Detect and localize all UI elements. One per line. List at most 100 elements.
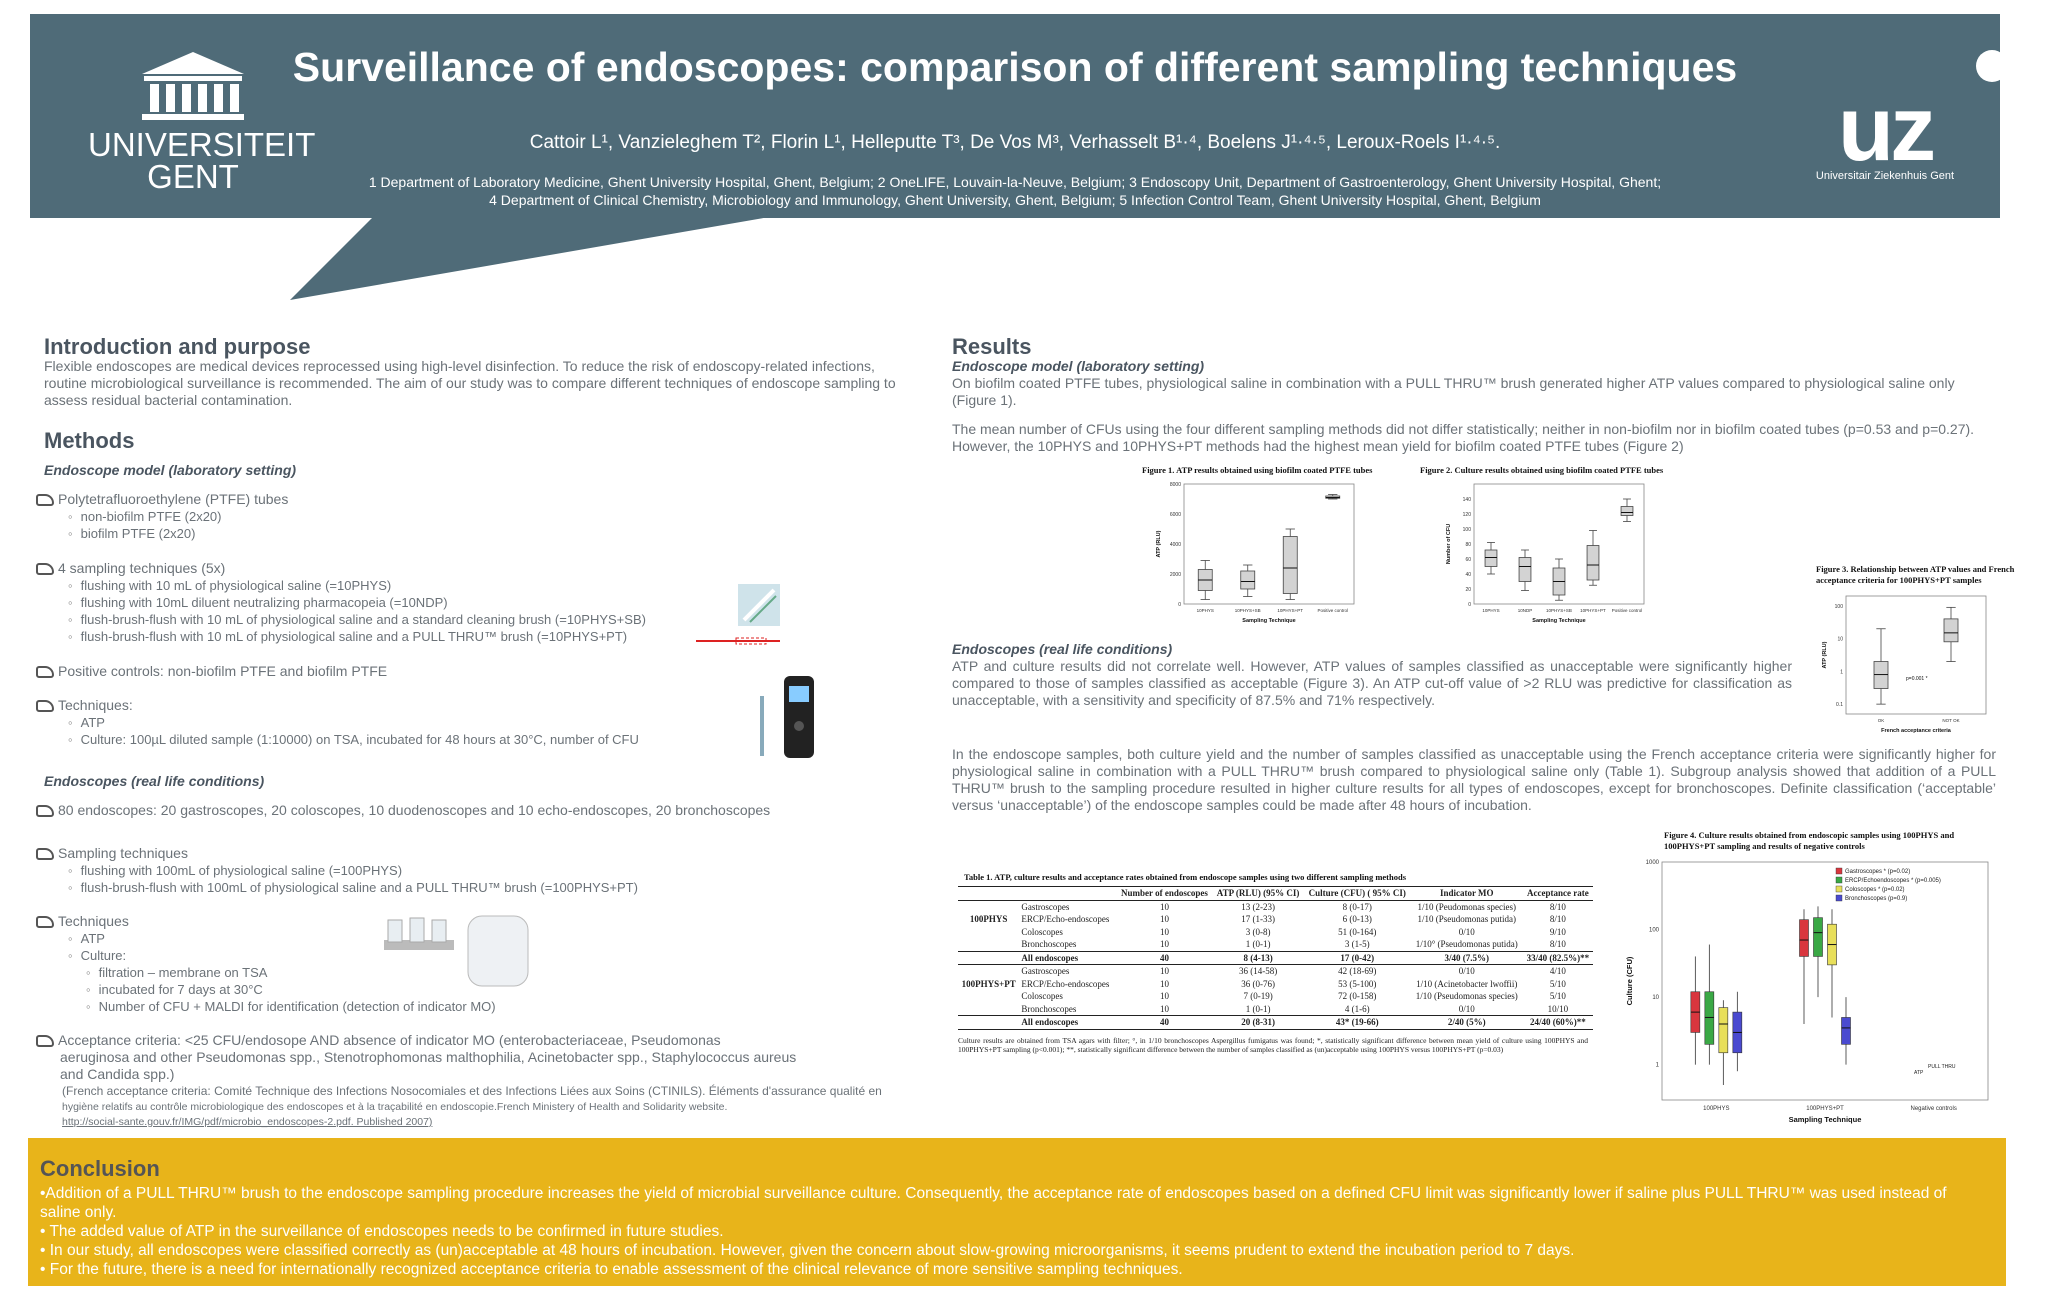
col-header: Number of endoscopes [1121,888,1208,899]
table-cell: 17 (1-33) [1241,914,1275,925]
culture-item: Number of CFU + MALDI for identification… [86,998,496,1015]
table-row: 100PHYS ERCP/Echo-endoscopes 10 17 (1-33) 6 … [958,913,1593,926]
technique-item: Culture: 100µL diluted sample (1:10000) … [68,731,639,748]
table-row: Coloscopes 10 7 (0-19) 72 (0-158) 1/10 (Pseu… [958,990,1593,1003]
box [1813,917,1823,957]
table-cell: 1/10 (Pseudomonas species) [1415,991,1518,1002]
table-total-row: All endoscopes 40 8 (4-13) 17 (0-42) 3/40 (7… [958,951,1593,965]
y-tick-label: 0 [1178,602,1181,608]
acceptance-line-3: and Candida spp.) [60,1066,175,1082]
figure-2-chart: 0 20 40 60 80 100 120 140 10PHYS 10NDP 10PHYS+SB 10… [1446,483,1645,624]
methods-title: Methods [44,428,135,453]
box [1620,506,1634,516]
figure-3-caption-2: acceptance criteria for 100PHYS+PT sampl… [1816,575,1982,585]
y-tick-label: 40 [1465,572,1471,578]
table-cell: 10/10 [1547,1003,1569,1014]
brush-photo [738,584,780,626]
x-tick-label: 10PHYS [1482,608,1499,613]
bullet-ptfe: Polytetrafluoroethylene (PTFE) tubes [36,491,288,508]
table-cell: 1/10 (Peudomonas species) [1417,901,1516,912]
x-tick-label: 10PHYS+SB [1235,608,1261,613]
y-axis-label: ATP (RLU) [1822,641,1828,668]
table-cell: 1/10 (Pseudomonas putida) [1417,914,1517,925]
bullet-endoscopes: 80 endoscopes: 20 gastroscopes, 20 colos… [36,802,770,819]
ghent-university-logo: UNIVERSITEIT GENT [88,50,316,193]
figure-1-chart: 0 2000 4000 6000 8000 10PHYS 10PHYS+SB 10PHYS+P… [1156,482,1355,624]
box [1240,570,1256,590]
col-header: Culture (CFU) ( 95% CI) [1308,888,1406,899]
y-tick-label: 0.1 [1836,702,1843,708]
french-criteria-link[interactable]: http://social-sante.gouv.fr/IMG/pdf/micr… [62,1116,433,1128]
table-cell: 20 (8-31) [1241,1017,1275,1028]
plot-frame [1473,483,1645,605]
figure-3-chart: 0.1 1 10 100 OK NOT OK French acceptance crite… [1822,595,1987,734]
pointing-hand-icon [36,848,54,860]
table-cell: 43* (19-66) [1335,1017,1379,1028]
table-cell: ERCP/Echo-endoscopes [1021,978,1110,989]
technique-item: ATP [68,714,105,731]
table-cell: 33/40 (82.5%)** [1526,952,1590,963]
table-cell: 42 (18-69) [1338,966,1377,977]
results-title: Results [952,334,1032,359]
y-tick-label: 20 [1465,587,1471,593]
x-tick-label: 10PHYS+PT [1277,608,1303,613]
results-lab-subtitle: Endoscope model (laboratory setting) [952,358,1205,374]
table-cell: 10 [1159,991,1169,1002]
sampling-item: flushing with 100mL of physiological sal… [68,862,402,879]
uz-gent-logo: uz Universitair Ziekenhuis Gent [1800,83,1970,182]
table-row: Bronchoscopes 10 1 (0-1) 3 (1-5) 1/10° (Pseu… [958,938,1593,951]
legend-swatch [1835,894,1843,902]
y-tick-label: 100 [1463,527,1472,533]
table-cell: Gastroscopes [1021,901,1070,912]
logo-line-1: UNIVERSITEIT [88,126,316,163]
y-tick-label: 1 [1656,1063,1660,1069]
figure-4-caption-2: 100PHYS+PT sampling and results of negat… [1664,841,1865,851]
box [1943,618,1959,643]
table-row: 100PHYS+PT ERCP/Echo-endoscopes 10 36 (0-76… [958,978,1593,991]
y-tick-label: 6000 [1170,512,1181,518]
col-header: Indicator MO [1439,888,1494,899]
x-tick-label: 10PHYS [1197,608,1214,613]
table-footnote: Culture results are obtained from TSA ag… [958,1035,1588,1054]
technique-item: flush-brush-flush with 10 mL of physiolo… [68,611,646,628]
header-tail-shape [290,210,810,300]
poster-title: Surveillance of endoscopes: comparison o… [292,44,1738,90]
technique-item: flush-brush-flush with 10 mL of physiolo… [68,628,628,645]
legend-swatch [1835,885,1843,893]
table-cell: 72 (0-158) [1338,991,1377,1002]
table-cell: 24/40 (60%)** [1530,1017,1586,1028]
technique-item: Culture: [68,947,127,964]
table-1-caption: Table 1. ATP, culture results and accept… [964,872,1407,882]
box [1484,549,1498,567]
table-cell: 10 [1159,901,1169,912]
ptfe-item: biofilm PTFE (2x20) [68,525,196,542]
pointing-hand-icon [36,563,54,575]
bullet-sampling: Sampling techniques [36,845,188,862]
conclusion-title: Conclusion [40,1156,160,1181]
pointing-hand-icon [36,1035,54,1047]
y-tick-label: 100 [1649,928,1660,934]
y-tick-label: 100 [1835,604,1844,610]
table-cell: All endoscopes [1021,952,1079,963]
culture-item: incubated for 7 days at 30°C [86,981,263,998]
intro-title: Introduction and purpose [44,334,311,359]
x-tick-label: 10PHYS+PT [1580,608,1606,613]
pointing-hand-icon [36,805,54,817]
figure-1-caption: Figure 1. ATP results obtained using bio… [1142,465,1373,475]
table-cell: 36 (0-76) [1241,978,1275,989]
results-paragraph-1: On biofilm coated PTFE tubes, physiologi… [952,375,1955,408]
x-axis-label: Sampling Technique [1242,618,1295,624]
box [1799,919,1809,957]
methods-lab-subtitle: Endoscope model (laboratory setting) [44,462,297,478]
table-cell: 5/10 [1549,991,1566,1002]
table-cell: 5/10 [1549,978,1566,989]
results-real-subtitle: Endoscopes (real life conditions) [952,641,1173,657]
authors: Cattoir L¹, Vanzieleghem T², Florin L¹, … [529,132,1501,153]
conclusion-bullet: •Addition of a PULL THRU™ brush to the e… [40,1185,1947,1221]
table-cell: 10 [1159,978,1169,989]
plot-frame [1661,861,1989,1101]
bullet-techniques: Techniques: [36,697,133,714]
legend-label: Gastroscopes * (p=0.02) [1845,869,1910,875]
box [1718,1007,1729,1054]
annotation: PULL THRU [1928,1064,1956,1070]
